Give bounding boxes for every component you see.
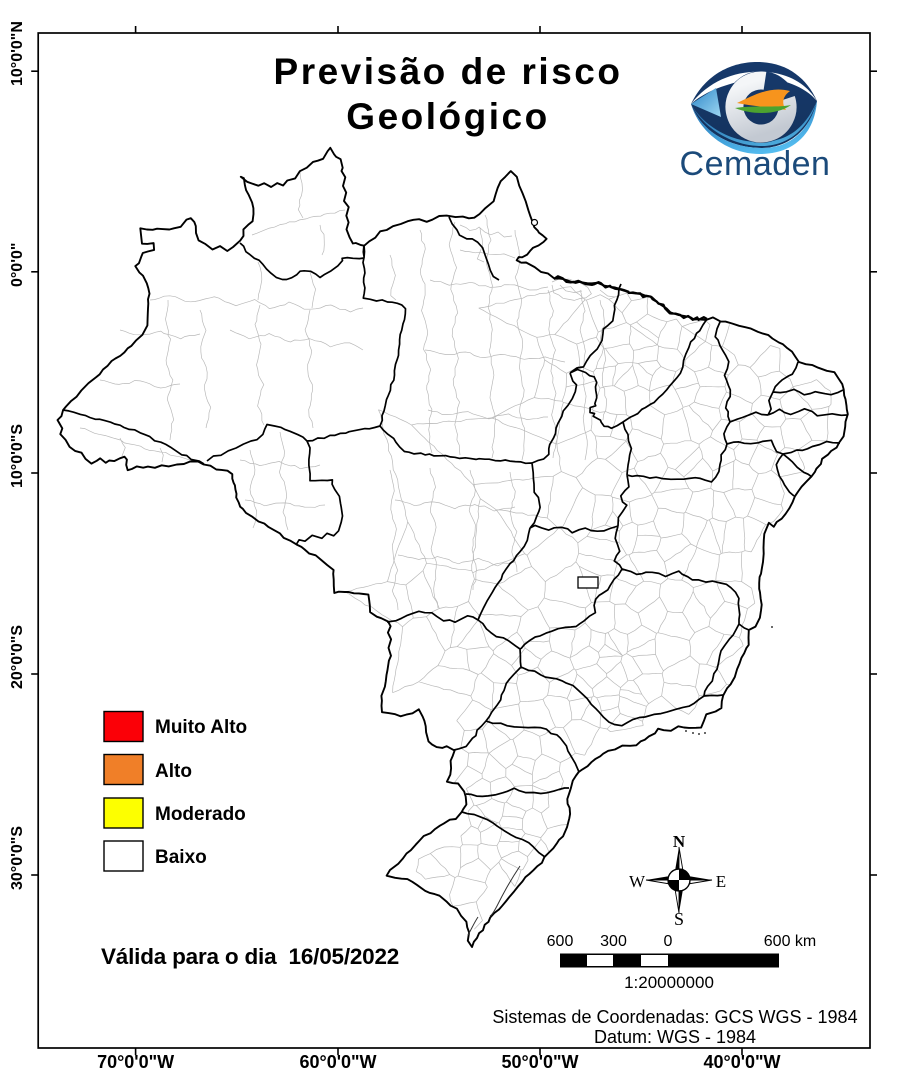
svg-text:600: 600 — [547, 933, 574, 950]
svg-text:E: E — [716, 872, 726, 891]
svg-text:N: N — [673, 832, 686, 851]
svg-text:0: 0 — [664, 933, 673, 950]
svg-text:600 km: 600 km — [764, 933, 816, 950]
svg-text:W: W — [629, 872, 646, 891]
svg-text:1:20000000: 1:20000000 — [624, 973, 714, 992]
svg-text:300: 300 — [600, 933, 627, 950]
svg-text:S: S — [674, 909, 684, 929]
